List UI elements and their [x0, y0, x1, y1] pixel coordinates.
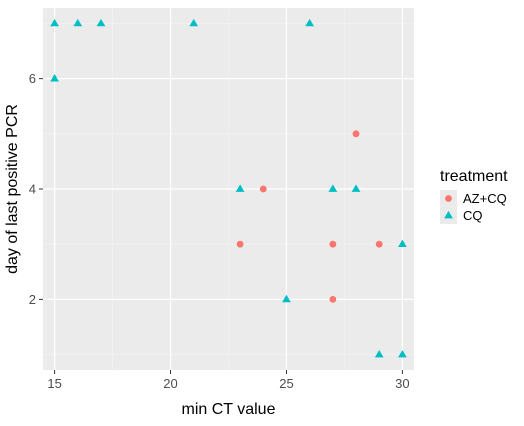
data-point-triangle — [398, 239, 407, 248]
data-point-circle — [329, 295, 337, 303]
legend-label: CQ — [463, 208, 483, 223]
legend-key-marker — [444, 210, 453, 219]
axis-ticks — [39, 78, 403, 374]
x-tick-label: 30 — [395, 376, 409, 391]
data-point-circle — [375, 240, 383, 248]
data-points — [50, 18, 407, 358]
data-point-triangle — [50, 18, 59, 27]
data-point-triangle — [189, 18, 199, 27]
y-axis-title: day of last positive PCR — [4, 104, 21, 274]
data-point-circle — [352, 130, 360, 138]
data-point-triangle — [328, 184, 338, 192]
legend-key-marker — [445, 195, 452, 202]
data-point-circle — [329, 240, 337, 248]
x-tick-label: 20 — [163, 376, 177, 391]
data-point-triangle — [73, 18, 83, 27]
x-tick-label: 15 — [47, 376, 61, 391]
x-axis-title: min CT value — [182, 401, 276, 418]
legend-items: AZ+CQ CQ — [440, 190, 507, 224]
major-gridlines — [43, 8, 414, 370]
legend-title: treatment — [440, 168, 508, 185]
data-point-triangle — [305, 18, 315, 27]
y-tick-label: 4 — [29, 182, 36, 197]
y-tick-label: 6 — [29, 71, 36, 86]
data-point-triangle — [398, 349, 407, 358]
tick-labels: 15 20 25 30 2 4 6 — [29, 71, 410, 391]
data-point-triangle — [235, 184, 245, 192]
legend: treatment AZ+CQ CQ — [440, 168, 508, 224]
x-tick-label: 25 — [279, 376, 293, 391]
data-point-triangle — [351, 184, 361, 192]
data-point-circle — [236, 240, 244, 248]
y-tick-label: 2 — [29, 292, 36, 307]
data-point-triangle — [374, 349, 384, 358]
data-point-circle — [259, 185, 267, 193]
legend-label: AZ+CQ — [463, 191, 507, 206]
data-point-triangle — [282, 294, 291, 303]
data-point-triangle — [50, 74, 59, 82]
data-point-triangle — [96, 18, 106, 27]
